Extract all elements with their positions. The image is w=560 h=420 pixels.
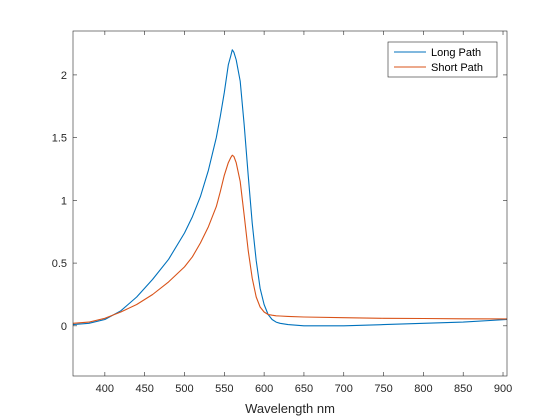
legend: Long Path Short Path	[387, 41, 498, 78]
x-tick-label-1: 450	[135, 383, 153, 395]
y-tick-label-0: 0	[61, 321, 67, 333]
y-tick-label-1: 0.5	[52, 258, 67, 270]
x-tick-label-6: 700	[335, 383, 353, 395]
x-axis-label: Wavelength nm	[245, 401, 335, 416]
x-tick-label-8: 800	[414, 383, 432, 395]
axes-box	[72, 30, 508, 377]
y-tick-label-4: 2	[61, 70, 67, 82]
series-line-0	[72, 49, 508, 327]
tick-layer: 400 450 500 550 600 650 700 750 800 850 900 0 0.5 1 1.…	[52, 31, 512, 395]
legend-label-0: Long Path	[431, 47, 481, 59]
y-tick-label-2: 1	[61, 195, 67, 207]
legend-box	[387, 41, 498, 78]
x-tick-label-9: 850	[454, 383, 472, 395]
x-tick-label-7: 750	[374, 383, 392, 395]
x-tick-label-5: 650	[295, 383, 313, 395]
x-tick-label-0: 400	[96, 383, 114, 395]
x-tick-label-10: 900	[494, 383, 512, 395]
series-layer	[72, 49, 508, 327]
y-tick-label-3: 1.5	[52, 133, 67, 145]
x-tick-label-3: 550	[215, 383, 233, 395]
x-tick-label-2: 500	[175, 383, 193, 395]
series-line-1	[72, 154, 508, 324]
legend-label-1: Short Path	[431, 62, 483, 74]
x-tick-label-4: 600	[255, 383, 273, 395]
